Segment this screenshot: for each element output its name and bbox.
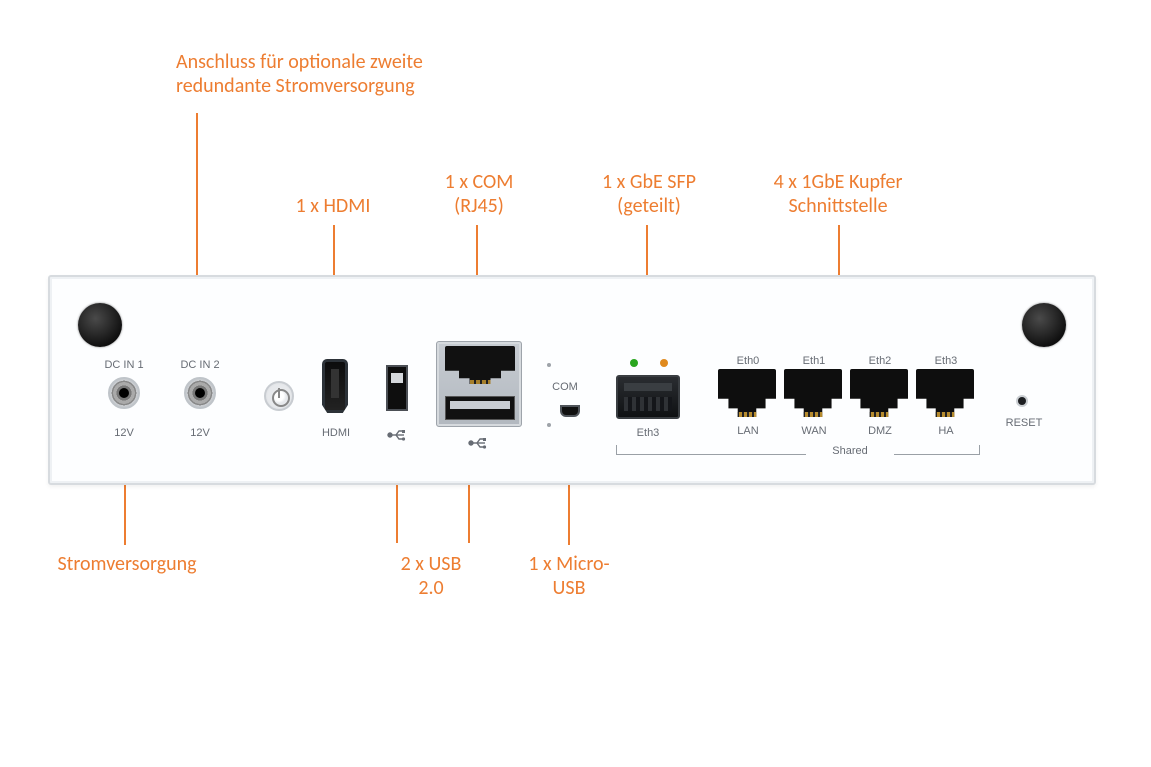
plabel-dcin2: DC IN 2 <box>176 359 224 371</box>
port-com-rj45 <box>445 346 515 384</box>
device-chassis: DC IN 1 12V DC IN 2 12V HDMI COM <box>48 275 1096 485</box>
label-copper: 4 x 1GbE Kupfer Schnittstelle <box>754 170 922 218</box>
label-com: 1 x COM (RJ45) <box>424 170 534 218</box>
screw-right <box>1022 303 1066 347</box>
usb-icon-2 <box>468 435 488 447</box>
port-usb-a <box>386 365 408 411</box>
usb-icon <box>387 427 407 439</box>
plabel-reset: RESET <box>1002 417 1046 429</box>
port-eth1 <box>784 369 842 417</box>
sfp-led-green <box>630 359 638 367</box>
screw-left <box>78 303 122 347</box>
plabel-12v-b: 12V <box>184 427 216 439</box>
shared-bracket-right <box>894 445 980 455</box>
power-button <box>264 381 294 411</box>
plabel-eth3-b: HA <box>926 425 966 437</box>
label-redundant-power: Anschluss für optionale zweite redundant… <box>176 50 516 98</box>
plabel-hdmi: HDMI <box>312 427 360 439</box>
label-power: Stromversorgung <box>42 552 212 576</box>
label-usb20: 2 x USB 2.0 <box>370 552 492 600</box>
port-eth0 <box>718 369 776 417</box>
plabel-sfp-eth3: Eth3 <box>628 427 668 439</box>
plabel-eth3-top: Eth3 <box>926 355 966 367</box>
port-sfp <box>616 375 680 419</box>
sfp-led-amber <box>660 359 668 367</box>
port-eth3 <box>916 369 974 417</box>
port-hdmi <box>322 359 348 413</box>
diagram-stage: Anschluss für optionale zweite redundant… <box>0 0 1151 767</box>
label-sfp: 1 x GbE SFP (geteilt) <box>588 170 710 218</box>
label-microusb: 1 x Micro- USB <box>510 552 628 600</box>
port-dcin2 <box>184 377 216 409</box>
port-dcin1 <box>108 377 140 409</box>
plabel-eth0-b: LAN <box>728 425 768 437</box>
reset-pinhole <box>1018 397 1026 405</box>
plabel-eth2-top: Eth2 <box>860 355 900 367</box>
plabel-eth1-b: WAN <box>794 425 834 437</box>
port-eth2 <box>850 369 908 417</box>
plabel-dcin1: DC IN 1 <box>100 359 148 371</box>
port-micro-usb <box>560 405 580 417</box>
plabel-eth1-top: Eth1 <box>794 355 834 367</box>
shared-bracket-left <box>616 445 806 455</box>
plabel-shared: Shared <box>820 445 880 457</box>
plabel-12v-a: 12V <box>108 427 140 439</box>
label-hdmi: 1 x HDMI <box>282 194 384 218</box>
rj45-block <box>718 369 978 425</box>
port-com-usb-cage <box>436 341 522 427</box>
port-usb-b <box>445 396 515 420</box>
micro-usb-dots <box>547 363 577 427</box>
plabel-eth2-b: DMZ <box>860 425 900 437</box>
plabel-eth0-top: Eth0 <box>728 355 768 367</box>
